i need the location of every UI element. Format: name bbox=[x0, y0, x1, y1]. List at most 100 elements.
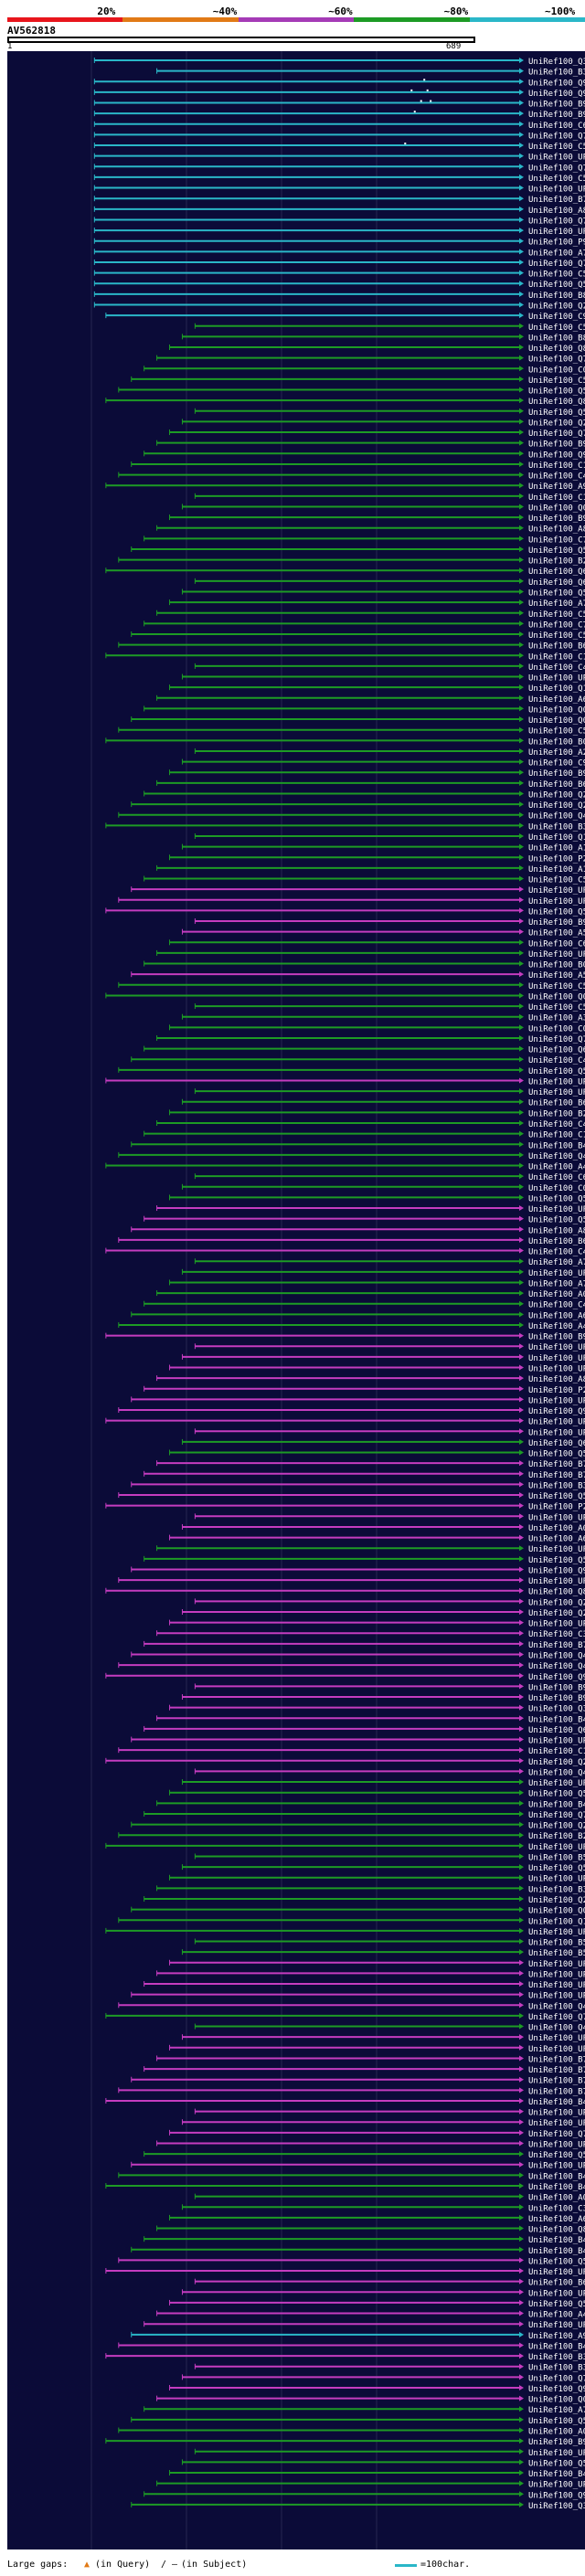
hit-row[interactable]: UniRef100_Q0LIC0 bbox=[144, 705, 585, 715]
hit-row[interactable]: UniRef100_B9ELC3 bbox=[181, 1694, 585, 1703]
hit-row[interactable]: UniRef100_UP1000... bbox=[105, 1927, 585, 1937]
hit-row[interactable]: UniRef100_Q58BS2 bbox=[169, 2299, 585, 2309]
hit-row[interactable]: UniRef100_UP1000... bbox=[118, 896, 585, 906]
hit-row[interactable]: UniRef100_UP1000... bbox=[181, 673, 585, 684]
hit-row[interactable]: UniRef100_C9SCF4 bbox=[105, 313, 585, 322]
hit-row[interactable]: UniRef100_A0CGM2 bbox=[181, 1523, 585, 1533]
hit-row[interactable]: UniRef100_B0YMN6 bbox=[105, 737, 585, 747]
hit-row[interactable]: UniRef100_B7FJ69 bbox=[93, 196, 585, 205]
hit-row[interactable]: UniRef100_Q5R649 bbox=[131, 546, 585, 556]
hit-row[interactable]: UniRef100_C5FID9 bbox=[156, 610, 585, 620]
hit-row[interactable]: UniRef100_Q0V8S9 bbox=[181, 504, 585, 513]
hit-row[interactable]: UniRef100_Q5CUH2 bbox=[169, 1789, 585, 1799]
hit-row[interactable]: UniRef100_Q9BSN9 bbox=[144, 2491, 585, 2500]
hit-row[interactable]: UniRef100_A9RE31 bbox=[105, 482, 585, 492]
hit-row[interactable]: UniRef100_UP1000... bbox=[105, 1417, 585, 1427]
hit-row[interactable]: UniRef100_C5WUY7 bbox=[93, 143, 585, 152]
hit-row[interactable]: UniRef100_Q4WR77 bbox=[118, 1151, 585, 1161]
hit-row[interactable]: UniRef100_B5DGT6 bbox=[194, 1938, 585, 1948]
hit-row[interactable]: UniRef100_A7NYR4 bbox=[144, 2406, 585, 2415]
hit-row[interactable]: UniRef100_Q7BZH7 bbox=[181, 2374, 585, 2383]
hit-row[interactable]: UniRef100_Q0HZB9 bbox=[131, 1906, 585, 1916]
hit-row[interactable]: UniRef100_C5PTY1 bbox=[118, 726, 585, 737]
hit-row[interactable]: UniRef100_B4LNZ4 bbox=[118, 2172, 585, 2181]
hit-row[interactable]: UniRef100_C5DQ17 bbox=[118, 981, 585, 991]
hit-row[interactable]: UniRef100_Q0CWN7 bbox=[131, 716, 585, 726]
hit-row[interactable]: UniRef100_UP1000... bbox=[169, 1874, 585, 1884]
hit-row[interactable]: UniRef100_B5DGT5 bbox=[181, 1949, 585, 1958]
hit-row[interactable]: UniRef100_Q4P420 bbox=[118, 1662, 585, 1671]
hit-row[interactable]: UniRef100_A7THW1 bbox=[194, 1258, 585, 1267]
hit-row[interactable]: UniRef100_B7Z9C2 bbox=[156, 1460, 585, 1469]
hit-row[interactable]: UniRef100_A1CZK7 bbox=[181, 843, 585, 853]
hit-row[interactable]: UniRef100_B0Y364 bbox=[144, 960, 585, 970]
hit-row[interactable]: UniRef100_C4JZ55 bbox=[156, 1120, 585, 1129]
hit-row[interactable]: UniRef100_A9RC14 bbox=[131, 2331, 585, 2341]
hit-row[interactable]: UniRef100_C7YTE7 bbox=[144, 620, 585, 630]
hit-row[interactable]: UniRef100_Q59797 bbox=[144, 1555, 585, 1565]
hit-row[interactable]: UniRef100_Q7XZJ7 bbox=[93, 132, 585, 141]
hit-row[interactable]: UniRef100_A1C9P6 bbox=[156, 864, 585, 875]
hit-row[interactable]: UniRef100_Q1DTX5 bbox=[194, 832, 585, 843]
hit-row[interactable]: UniRef100_B9FU45 bbox=[169, 514, 585, 524]
hit-row[interactable]: UniRef100_B4QBE3 bbox=[144, 2236, 585, 2245]
hit-row[interactable]: UniRef100_Q5A987 bbox=[118, 1066, 585, 1076]
hit-row[interactable]: UniRef100_Q6CBK5 bbox=[194, 578, 585, 588]
hit-row[interactable]: UniRef100_C3TDY6 bbox=[181, 2204, 585, 2213]
hit-row[interactable]: UniRef100_Q7XZ19 bbox=[93, 217, 585, 226]
hit-row[interactable]: UniRef100_C9S899 bbox=[181, 758, 585, 769]
hit-row[interactable]: UniRef100_Q94K07 bbox=[93, 79, 585, 88]
hit-row[interactable]: UniRef100_Q1HQB9 bbox=[118, 1917, 585, 1926]
hit-row[interactable]: UniRef100_B4S8W9 bbox=[131, 1141, 585, 1150]
hit-row[interactable]: UniRef100_UP1000... bbox=[169, 1619, 585, 1629]
hit-row[interactable]: UniRef100_Q2GSL2 bbox=[131, 801, 585, 811]
hit-row[interactable]: UniRef100_P25299 bbox=[105, 1502, 585, 1512]
hit-row[interactable]: UniRef100_C5DKN5 bbox=[144, 875, 585, 885]
hit-row[interactable]: UniRef100_B7Z4C7 bbox=[118, 2087, 585, 2096]
hit-row[interactable]: UniRef100_B8B3A4 bbox=[181, 334, 585, 343]
hit-row[interactable]: UniRef100_B6HPP4 bbox=[118, 641, 585, 652]
hit-row[interactable]: UniRef100_B6Q7P5 bbox=[156, 779, 585, 790]
hit-row[interactable]: UniRef100_Q01HT8 bbox=[156, 2395, 585, 2405]
hit-row[interactable]: UniRef100_Q5ZWR4 bbox=[93, 281, 585, 290]
hit-row[interactable]: UniRef100_B9WXM7 bbox=[194, 918, 585, 928]
hit-row[interactable]: UniRef100_UP1000... bbox=[181, 1779, 585, 1788]
hit-row[interactable]: UniRef100_A5DPP4 bbox=[181, 928, 585, 938]
hit-row[interactable]: UniRef100_B7Z4K9 bbox=[131, 2076, 585, 2086]
hit-row[interactable]: UniRef100_UP1000... bbox=[93, 228, 585, 237]
hit-row[interactable]: UniRef100_B8A161 bbox=[93, 291, 585, 301]
hit-row[interactable]: UniRef100_A7PES7 bbox=[93, 249, 585, 258]
hit-row[interactable]: UniRef100_C1HD56 bbox=[144, 1130, 585, 1140]
hit-row[interactable]: UniRef100_B7PE36 bbox=[144, 1640, 585, 1650]
hit-row[interactable]: UniRef100_UP1000... bbox=[181, 2119, 585, 2128]
hit-row[interactable]: UniRef100_B3MLJ4 bbox=[194, 2363, 585, 2373]
hit-row[interactable]: UniRef100_Q1HR22 bbox=[169, 684, 585, 694]
hit-row[interactable]: UniRef100_UP1000... bbox=[131, 2161, 585, 2171]
hit-row[interactable]: UniRef100_UP1000... bbox=[181, 2034, 585, 2043]
hit-row[interactable]: UniRef100_A2R9R2 bbox=[194, 747, 585, 758]
hit-row[interactable]: UniRef100_UP1000... bbox=[118, 1577, 585, 1586]
hit-row[interactable]: UniRef100_B4RN97 bbox=[118, 2342, 585, 2351]
hit-row[interactable]: UniRef100_Q38B09 bbox=[93, 58, 585, 67]
hit-row[interactable]: UniRef100_B3KV44 bbox=[131, 1481, 585, 1490]
hit-row[interactable]: UniRef100_P25293 bbox=[169, 854, 585, 864]
hit-row[interactable]: UniRef100_Q5R523 bbox=[169, 1449, 585, 1459]
hit-row[interactable]: UniRef100_A4E127 bbox=[156, 2310, 585, 2320]
hit-row[interactable]: UniRef100_Q4S239 bbox=[118, 2002, 585, 2011]
hit-row[interactable]: UniRef100_A8MRK6 bbox=[93, 206, 585, 216]
hit-row[interactable]: UniRef100_B3MJ94 bbox=[105, 2353, 585, 2362]
hit-row[interactable]: UniRef100_Q28EB4 bbox=[181, 1608, 585, 1618]
hit-row[interactable]: UniRef100_B2VUE8 bbox=[169, 1109, 585, 1118]
hit-row[interactable]: UniRef100_C1BJ70 bbox=[118, 1747, 585, 1756]
hit-row[interactable]: UniRef100_A6VZD8 bbox=[169, 2214, 585, 2224]
hit-row[interactable]: UniRef100_Q3KZ44 bbox=[169, 1704, 585, 1714]
hit-row[interactable]: UniRef100_C5TND8 bbox=[93, 174, 585, 184]
hit-row[interactable]: UniRef100_UP1000... bbox=[194, 1088, 585, 1097]
hit-row[interactable]: UniRef100_B6Q0R2 bbox=[181, 1098, 585, 1108]
hit-row[interactable]: UniRef100_Q8L8D5 bbox=[105, 398, 585, 407]
hit-row[interactable]: UniRef100_Q4PB82 bbox=[131, 1651, 585, 1661]
hit-row[interactable]: UniRef100_A0CBU4 bbox=[194, 2193, 585, 2203]
hit-row[interactable]: UniRef100_UP1000... bbox=[181, 1353, 585, 1363]
hit-row[interactable]: UniRef100_UP1000... bbox=[105, 1842, 585, 1852]
hit-row[interactable]: UniRef100_Q7XZ16 bbox=[169, 429, 585, 439]
